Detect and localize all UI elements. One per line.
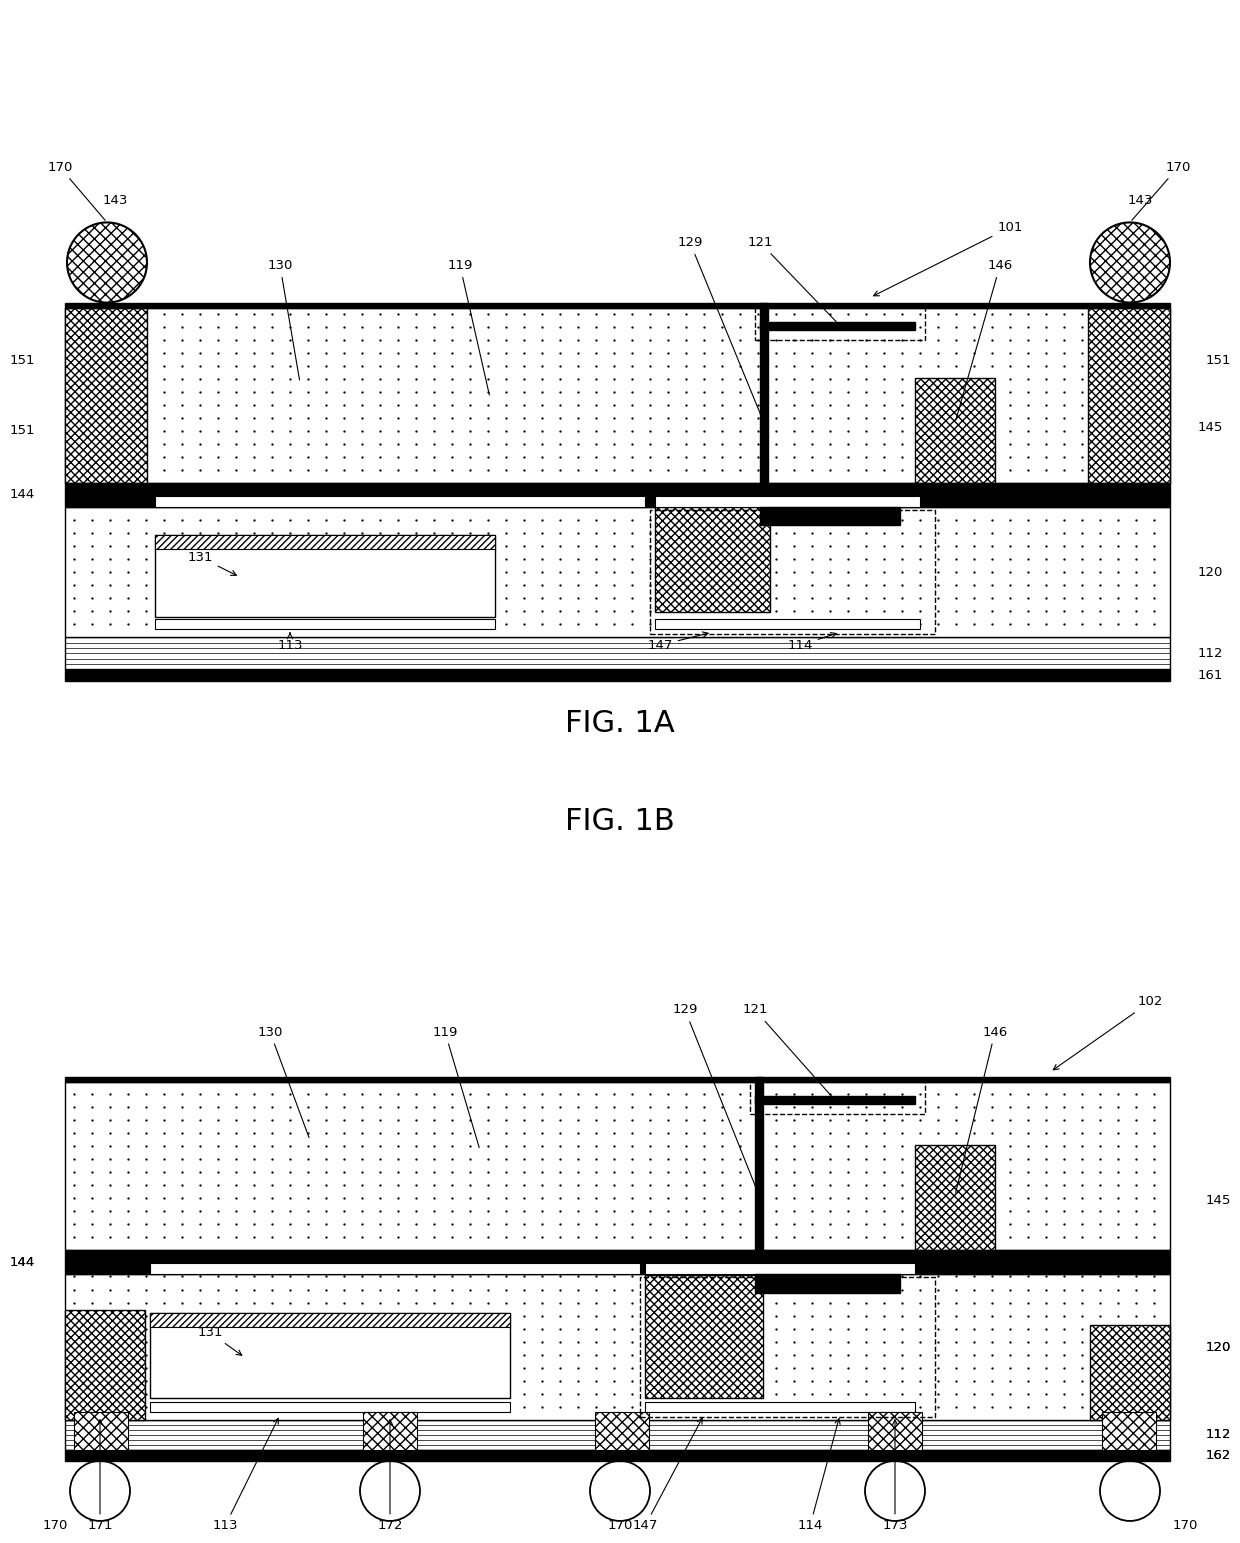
Bar [64,1450,1171,1461]
Text: 170: 170 [608,1520,632,1532]
Bar [363,1412,417,1450]
Bar [64,483,1171,508]
Bar [155,535,495,617]
Circle shape [69,1461,130,1521]
Circle shape [866,1461,925,1521]
Text: 119: 119 [433,1026,479,1148]
Bar [64,1310,145,1420]
Bar [595,1412,649,1450]
Text: 146: 146 [956,259,1013,420]
Circle shape [1100,1461,1159,1521]
Bar [150,1264,640,1275]
Text: 170: 170 [1132,160,1190,221]
Circle shape [1090,222,1171,302]
Bar [755,1077,763,1250]
Bar [64,637,1171,670]
Text: 151: 151 [9,353,35,367]
Text: 162: 162 [1205,1449,1230,1463]
Bar [760,302,768,483]
Text: 170: 170 [47,160,105,221]
Text: 101: 101 [874,221,1023,296]
Text: 144: 144 [10,489,35,501]
Bar [155,619,495,630]
Bar [74,1412,128,1450]
Bar [868,1412,923,1450]
Text: 146: 146 [956,1026,1008,1193]
Text: 161: 161 [1198,668,1223,682]
Text: 120: 120 [1205,1341,1230,1355]
Bar [150,1401,510,1412]
Text: 121: 121 [743,1003,833,1099]
Bar [645,1264,915,1275]
Text: 120: 120 [1205,1341,1230,1355]
Text: 162: 162 [1205,1449,1230,1463]
Circle shape [67,222,148,302]
Bar [1090,1324,1171,1420]
Bar [760,508,900,525]
Bar [155,535,495,549]
Bar [655,495,920,508]
Bar [1102,1412,1156,1450]
Text: 112: 112 [1205,1429,1231,1441]
Bar [64,1250,1171,1275]
Text: 143: 143 [103,194,128,207]
Text: 129: 129 [677,236,763,420]
Bar [155,495,645,508]
Text: 114: 114 [787,633,836,651]
Text: 147: 147 [632,1418,702,1532]
Bar [645,1401,915,1412]
Text: 147: 147 [647,633,708,651]
Text: 112: 112 [1205,1429,1231,1441]
Bar [64,1077,1171,1082]
Text: 173: 173 [882,1420,908,1532]
Text: 130: 130 [268,259,300,380]
Bar [645,1276,763,1398]
Text: 113: 113 [212,1418,278,1532]
Bar [915,378,994,483]
Bar [655,619,920,630]
Bar [64,1420,1171,1450]
Bar [150,1313,510,1398]
Text: 144: 144 [10,1256,35,1268]
Bar [755,1275,900,1293]
Text: 131: 131 [187,551,237,576]
Text: 151: 151 [1205,353,1231,367]
Text: 114: 114 [797,1418,841,1532]
Text: 171: 171 [87,1420,113,1532]
Text: 151: 151 [9,424,35,437]
Text: 144: 144 [10,1256,35,1268]
Text: 119: 119 [448,259,490,395]
Bar [655,494,770,613]
Text: 112: 112 [1198,647,1223,660]
Text: FIG. 1A: FIG. 1A [565,708,675,738]
Text: 170: 170 [42,1520,68,1532]
Text: 143: 143 [1127,194,1153,207]
Text: 172: 172 [377,1420,403,1532]
Bar [755,1096,915,1105]
Bar [64,670,1171,682]
Text: 120: 120 [1198,566,1223,579]
Text: 102: 102 [1053,995,1163,1069]
Text: 130: 130 [258,1026,309,1137]
Text: 145: 145 [1205,1194,1230,1207]
Circle shape [590,1461,650,1521]
Text: 170: 170 [1172,1520,1198,1532]
Bar [1087,307,1171,483]
Bar [64,307,148,483]
Bar [760,321,915,330]
Text: 131: 131 [197,1325,242,1355]
Bar [64,307,1171,483]
Text: 129: 129 [672,1003,758,1193]
Circle shape [360,1461,420,1521]
Bar [150,1313,510,1327]
Bar [64,1275,1171,1420]
Bar [915,1145,994,1250]
Text: FIG. 1B: FIG. 1B [565,807,675,836]
Bar [64,1082,1171,1250]
Bar [64,508,1171,637]
Text: 121: 121 [748,236,838,324]
Text: 113: 113 [278,633,303,651]
Bar [64,302,1171,307]
Text: 145: 145 [1198,421,1223,434]
